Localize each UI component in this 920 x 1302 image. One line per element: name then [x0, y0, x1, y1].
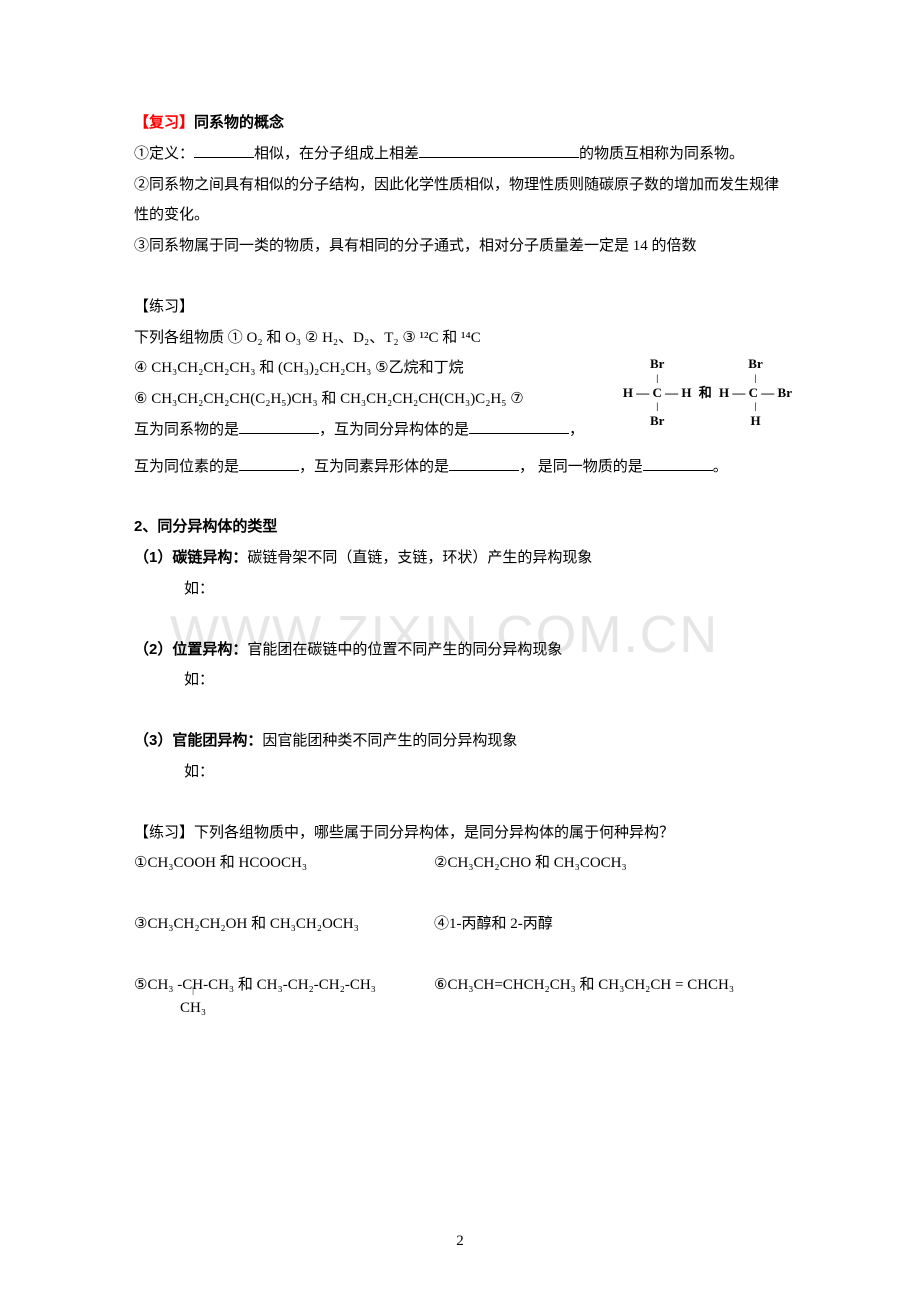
text: ⑤CH₃ -CH-CH₃ 和 CH₃-CH₂-CH₂-CH₃ [134, 977, 376, 993]
text: ， 是同一物质的是 [519, 459, 643, 475]
text: ， [569, 422, 584, 438]
ex2-r3b: ⑥CH₃CH=CHCH₂CH₃ 和 CH₃CH₂CH = CHCH₃ [434, 970, 734, 1001]
label: （2）位置异构： [134, 641, 247, 658]
exercise1-heading: 【练习】 [134, 292, 792, 323]
blank [239, 454, 299, 471]
t: H [750, 413, 760, 428]
ex2-r3a: ⑤CH₃ -CH-CH₃ 和 CH₃-CH₂-CH₂-CH₃ | CH₃ [134, 970, 434, 1001]
ex1-l2: ④ CH₃CH₂CH₂CH₃ 和 (CH₃)₂CH₂CH₃ ⑤乙烷和丁烷 [134, 353, 623, 384]
t: H — C — Br [719, 385, 792, 400]
ex1-block-with-structure: ④ CH₃CH₂CH₂CH₃ 和 (CH₃)₂CH₂CH₃ ⑤乙烷和丁烷 ⑥ C… [134, 353, 792, 445]
text: 官能团在碳链中的位置不同产生的同分异构现象 [247, 642, 562, 658]
ex2-row3: ⑤CH₃ -CH-CH₃ 和 CH₃-CH₂-CH₂-CH₃ | CH₃ ⑥CH… [134, 970, 792, 1001]
ex2-row1: ①CH₃COOH 和 HCOOCH₃ ②CH₃CH₂CHO 和 CH₃COCH₃ [134, 848, 792, 879]
label: （1）碳链异构： [134, 549, 247, 566]
text: 互为同位素的是 [134, 459, 239, 475]
heading-bracket: 【复习】 [134, 114, 194, 131]
section2-heading: 2、同分异构体的类型 [134, 512, 792, 543]
section1-heading: 【复习】同系物的概念 [134, 108, 792, 139]
ex2-r1a: ①CH₃COOH 和 HCOOCH₃ [134, 848, 434, 879]
bond: | [656, 402, 658, 411]
s2-item3: （3）官能团异构：因官能团种类不同产生的同分异构现象 [134, 726, 792, 757]
ex1-text-col: ④ CH₃CH₂CH₂CH₃ 和 (CH₃)₂CH₂CH₃ ⑤乙烷和丁烷 ⑥ C… [134, 353, 623, 445]
text: 相似，在分子组成上相差 [254, 146, 419, 162]
t: Br [650, 413, 664, 428]
spacer [134, 879, 792, 909]
t: Br [748, 356, 762, 371]
text: CH₃ [180, 1000, 206, 1016]
spacer [134, 262, 792, 292]
spacer [134, 940, 792, 970]
text: ①定义： [134, 146, 194, 162]
s1-p2: ②同系物之间具有相似的分子结构，因此化学性质相似，物理性质则随碳原子数的增加而发… [134, 170, 792, 232]
s2-item1: （1）碳链异构：碳链骨架不同（直链，支链，环状）产生的异构现象 [134, 543, 792, 574]
text: 互为同系物的是 [134, 422, 239, 438]
text: ，互为同分异构体的是 [319, 422, 469, 438]
heading-title: 同系物的概念 [194, 114, 284, 131]
struct-right: Br | H — C — Br | H [719, 357, 792, 428]
text: 因官能团种类不同产生的同分异构现象 [262, 733, 517, 749]
text: ，互为同素异形体的是 [299, 459, 449, 475]
s2-item2-eg: 如： [134, 665, 792, 696]
text: 。 [713, 459, 728, 475]
spacer [134, 788, 792, 818]
t: H — C — H [623, 385, 692, 400]
spacer [134, 605, 792, 635]
t: Br [650, 356, 664, 371]
blank [239, 417, 319, 434]
page-number: 2 [0, 1233, 920, 1250]
ch3-substituent: | CH₃ [180, 988, 206, 1024]
blank [469, 417, 569, 434]
ex1-l1: 下列各组物质 ① O₂ 和 O₃ ② H₂、D₂、T₂ ③ ¹²C 和 ¹⁴C [134, 323, 792, 354]
ex2-r2a: ③CH₃CH₂CH₂OH 和 CH₃CH₂OCH₃ [134, 909, 434, 940]
label: （3）官能团异构： [134, 732, 262, 749]
text: 的物质互相称为同系物。 [579, 146, 744, 162]
blank [194, 141, 254, 158]
ex1-l5: 互为同位素的是 ，互为同素异形体的是 ， 是同一物质的是 。 [134, 452, 792, 483]
s2-item1-eg: 如： [134, 574, 792, 605]
bond: | [656, 374, 658, 383]
s2-item2: （2）位置异构：官能团在碳链中的位置不同产生的同分异构现象 [134, 635, 792, 666]
ex1-l4: 互为同系物的是 ，互为同分异构体的是 ， [134, 415, 623, 446]
structural-formula: Br | H — C — H | Br 和 Br | H — C — Br | … [623, 353, 792, 428]
text: 碳链骨架不同（直链，支链，环状）产生的异构现象 [247, 550, 592, 566]
bond: | [755, 374, 757, 383]
struct-conj: 和 [692, 386, 720, 400]
ex2-r1b: ②CH₃CH₂CHO 和 CH₃COCH₃ [434, 848, 627, 879]
ex2-row2: ③CH₃CH₂CH₂OH 和 CH₃CH₂OCH₃ ④1-丙醇和 2-丙醇 [134, 909, 792, 940]
struct-left: Br | H — C — H | Br [623, 357, 692, 428]
ex1-l3: ⑥ CH₃CH₂CH₂CH(C₂H₅)CH₃ 和 CH₃CH₂CH₂CH(CH₃… [134, 384, 623, 415]
spacer [134, 482, 792, 512]
s1-p3: ③同系物属于同一类的物质，具有相同的分子通式，相对分子质量差一定是 14 的倍数 [134, 231, 792, 262]
blank [419, 141, 579, 158]
bond: | [755, 402, 757, 411]
s2-item3-eg: 如： [134, 757, 792, 788]
blank [643, 454, 713, 471]
document-content: 【复习】同系物的概念 ①定义： 相似，在分子组成上相差 的物质互相称为同系物。 ②同… [134, 108, 792, 1001]
exercise2-heading: 【练习】下列各组物质中，哪些属于同分异构体，是同分异构体的属于何种异构？ [134, 818, 792, 849]
ex2-r2b: ④1-丙醇和 2-丙醇 [434, 909, 553, 940]
bond: | [180, 988, 206, 993]
s1-p1: ①定义： 相似，在分子组成上相差 的物质互相称为同系物。 [134, 139, 792, 170]
blank [449, 454, 519, 471]
spacer [134, 696, 792, 726]
